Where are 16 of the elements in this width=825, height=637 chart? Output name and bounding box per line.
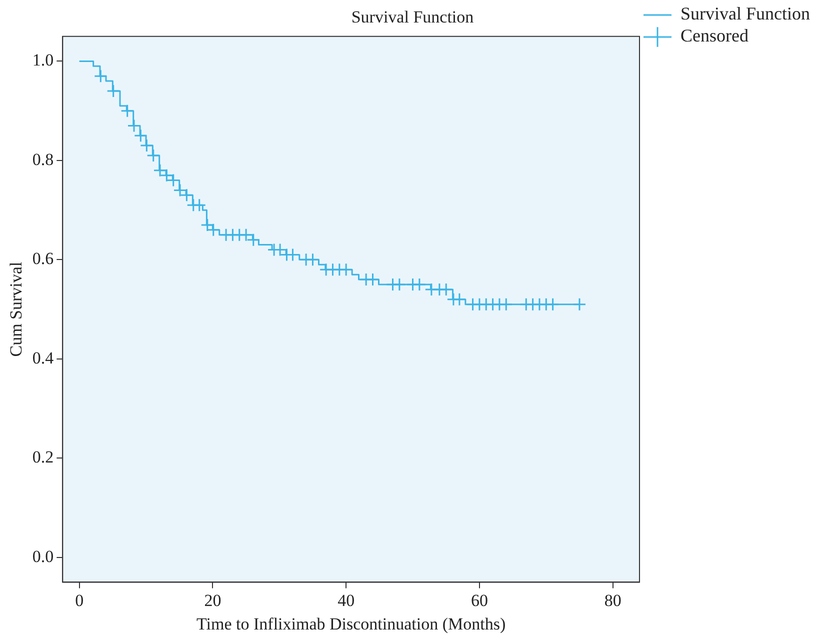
x-tick-label: 80	[604, 590, 622, 610]
legend-label: Survival Function	[680, 4, 810, 24]
y-tick-label: 0.0	[32, 546, 54, 566]
x-tick-label: 0	[75, 590, 84, 610]
x-tick-label: 20	[204, 590, 222, 610]
y-axis-title: Cum Survival	[6, 262, 26, 357]
y-tick-label: 0.8	[32, 150, 54, 169]
x-axis-title: Time to Infliximab Discontinuation (Months)	[196, 614, 506, 634]
y-tick-label: 0.2	[32, 448, 54, 467]
x-tick-label: 60	[470, 590, 488, 610]
legend-label: Censored	[680, 26, 748, 46]
y-tick-label: 1.0	[32, 50, 54, 70]
chart-title: Survival Function	[351, 8, 474, 27]
y-tick-label: 0.4	[32, 348, 54, 368]
x-tick-label: 40	[338, 590, 355, 610]
y-tick-label: 0.6	[32, 249, 54, 268]
